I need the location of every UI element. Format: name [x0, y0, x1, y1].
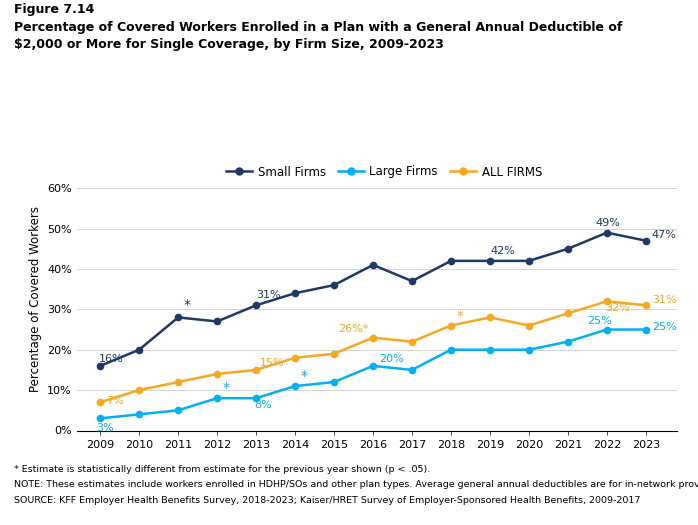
- Text: 8%: 8%: [254, 400, 272, 411]
- ALL FIRMS: [330, 351, 339, 357]
- ALL FIRMS: [525, 322, 533, 329]
- Text: *: *: [301, 369, 308, 383]
- ALL FIRMS: [447, 322, 455, 329]
- ALL FIRMS: [408, 339, 416, 345]
- Line: Small Firms: Small Firms: [97, 229, 649, 369]
- ALL FIRMS: [564, 310, 572, 317]
- Text: 26%*: 26%*: [338, 324, 369, 334]
- Text: 47%: 47%: [652, 230, 676, 240]
- Line: ALL FIRMS: ALL FIRMS: [97, 298, 649, 405]
- Text: 7%: 7%: [106, 396, 124, 406]
- Large Firms: [602, 327, 611, 333]
- ALL FIRMS: [174, 379, 182, 385]
- Large Firms: [641, 327, 650, 333]
- ALL FIRMS: [486, 314, 494, 321]
- Small Firms: [641, 237, 650, 244]
- Large Firms: [252, 395, 260, 401]
- Text: 3%: 3%: [96, 423, 114, 433]
- Legend: Small Firms, Large Firms, ALL FIRMS: Small Firms, Large Firms, ALL FIRMS: [221, 161, 547, 183]
- ALL FIRMS: [291, 355, 299, 361]
- Large Firms: [330, 379, 339, 385]
- Small Firms: [291, 290, 299, 296]
- Large Firms: [369, 363, 377, 369]
- Small Firms: [602, 229, 611, 236]
- Large Firms: [213, 395, 221, 401]
- Text: 25%: 25%: [652, 321, 676, 332]
- Large Firms: [174, 407, 182, 414]
- Text: *: *: [456, 309, 464, 323]
- ALL FIRMS: [641, 302, 650, 309]
- Text: * Estimate is statistically different from estimate for the previous year shown : * Estimate is statistically different fr…: [14, 465, 430, 474]
- Text: *: *: [223, 381, 230, 395]
- Small Firms: [564, 246, 572, 252]
- Text: 32%: 32%: [605, 303, 630, 313]
- Large Firms: [96, 415, 105, 422]
- ALL FIRMS: [135, 387, 143, 393]
- Text: 42%: 42%: [490, 246, 515, 256]
- Large Firms: [408, 367, 416, 373]
- Text: 31%: 31%: [652, 295, 676, 304]
- Small Firms: [252, 302, 260, 309]
- Text: *: *: [184, 298, 191, 312]
- Small Firms: [96, 363, 105, 369]
- Small Firms: [135, 346, 143, 353]
- Small Firms: [213, 318, 221, 324]
- Text: NOTE: These estimates include workers enrolled in HDHP/SOs and other plan types.: NOTE: These estimates include workers en…: [14, 480, 698, 489]
- Small Firms: [408, 278, 416, 284]
- Large Firms: [525, 346, 533, 353]
- Text: 31%: 31%: [256, 290, 281, 300]
- ALL FIRMS: [602, 298, 611, 304]
- Small Firms: [525, 258, 533, 264]
- Text: Percentage of Covered Workers Enrolled in a Plan with a General Annual Deductibl: Percentage of Covered Workers Enrolled i…: [14, 21, 623, 51]
- Text: Figure 7.14: Figure 7.14: [14, 3, 94, 16]
- ALL FIRMS: [213, 371, 221, 377]
- Text: 49%: 49%: [595, 218, 620, 228]
- ALL FIRMS: [252, 367, 260, 373]
- Text: SOURCE: KFF Employer Health Benefits Survey, 2018-2023; Kaiser/HRET Survey of Em: SOURCE: KFF Employer Health Benefits Sur…: [14, 496, 640, 505]
- Text: 15%: 15%: [260, 358, 285, 368]
- Large Firms: [486, 346, 494, 353]
- Small Firms: [369, 262, 377, 268]
- Text: 20%: 20%: [379, 354, 403, 364]
- Small Firms: [486, 258, 494, 264]
- Large Firms: [135, 411, 143, 417]
- Line: Large Firms: Large Firms: [97, 327, 649, 422]
- ALL FIRMS: [369, 334, 377, 341]
- ALL FIRMS: [96, 399, 105, 405]
- Large Firms: [447, 346, 455, 353]
- Small Firms: [174, 314, 182, 321]
- Large Firms: [564, 339, 572, 345]
- Y-axis label: Percentage of Covered Workers: Percentage of Covered Workers: [29, 206, 42, 392]
- Text: 25%: 25%: [588, 316, 612, 326]
- Small Firms: [330, 282, 339, 288]
- Small Firms: [447, 258, 455, 264]
- Large Firms: [291, 383, 299, 389]
- Text: 16%: 16%: [99, 354, 124, 364]
